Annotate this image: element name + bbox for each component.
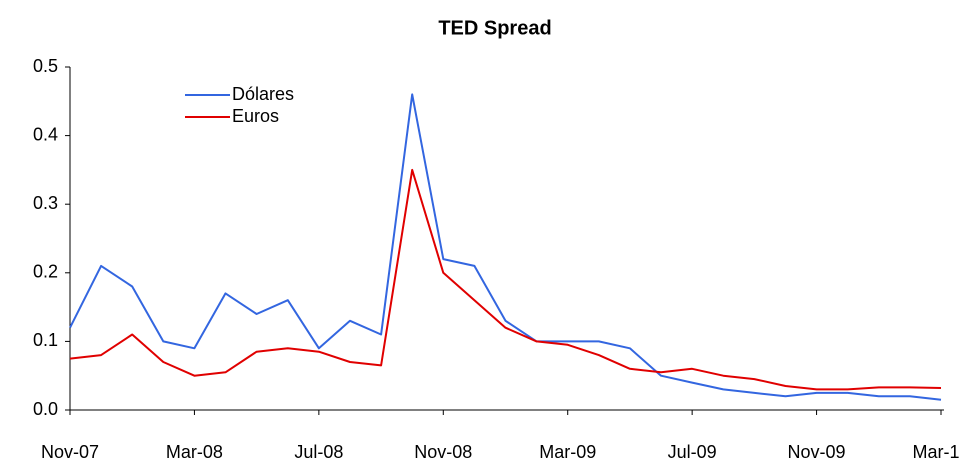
- x-tick-label: Nov-09: [788, 442, 846, 462]
- x-tick-label: Mar-10: [912, 442, 960, 462]
- x-tick-label: Nov-07: [41, 442, 99, 462]
- y-tick-label: 0.5: [33, 56, 58, 76]
- chart-title: TED Spread: [438, 17, 551, 39]
- legend-label: Euros: [232, 106, 279, 126]
- y-tick-label: 0.4: [33, 124, 58, 144]
- y-tick-label: 0.1: [33, 330, 58, 350]
- series-line: [69, 93, 942, 401]
- y-tick-label: 0.3: [33, 193, 58, 213]
- y-tick-label: 0.2: [33, 262, 58, 282]
- legend-label: Dólares: [232, 84, 294, 104]
- x-tick-label: Jul-09: [668, 442, 717, 462]
- x-tick-label: Mar-09: [539, 442, 596, 462]
- x-tick-label: Jul-08: [294, 442, 343, 462]
- x-tick-label: Mar-08: [166, 442, 223, 462]
- series-line: [69, 168, 942, 391]
- x-tick-label: Nov-08: [414, 442, 472, 462]
- y-tick-label: 0.0: [33, 399, 58, 419]
